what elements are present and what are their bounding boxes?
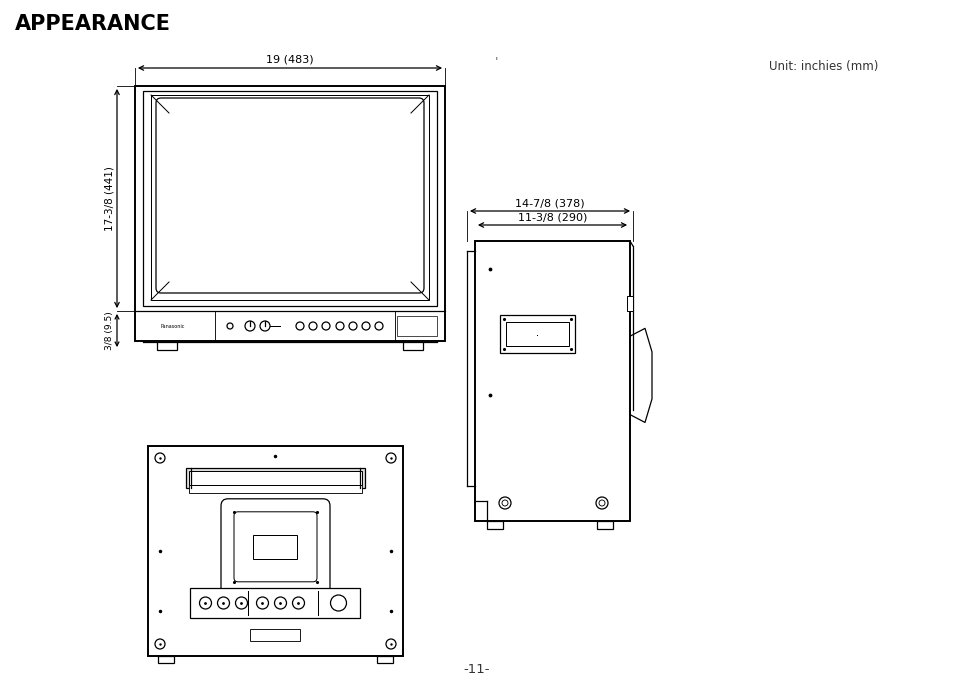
Bar <box>505 322 568 346</box>
Bar <box>135 86 444 341</box>
Bar <box>266 613 284 618</box>
Text: 11-3/8 (290): 11-3/8 (290) <box>517 212 587 222</box>
Bar <box>157 342 177 350</box>
Bar <box>143 91 436 306</box>
Bar <box>475 241 629 521</box>
Bar <box>396 316 436 336</box>
Bar <box>253 535 297 559</box>
Text: Panasonic: Panasonic <box>161 324 185 329</box>
FancyBboxPatch shape <box>156 98 423 293</box>
Bar <box>251 629 300 641</box>
Bar <box>148 446 402 656</box>
FancyBboxPatch shape <box>221 499 330 595</box>
Bar <box>486 521 502 529</box>
Text: -11-: -11- <box>463 663 490 676</box>
Bar <box>376 656 393 663</box>
Text: Unit: inchies (mm): Unit: inchies (mm) <box>768 60 877 73</box>
Text: APPEARANCE: APPEARANCE <box>15 14 171 34</box>
Bar <box>189 471 361 485</box>
Text: 17-3/8 (441): 17-3/8 (441) <box>104 166 113 231</box>
Bar <box>597 521 613 529</box>
Bar <box>151 95 429 300</box>
Bar <box>158 656 173 663</box>
Bar <box>499 315 575 353</box>
Text: 19 (483): 19 (483) <box>266 55 314 65</box>
Bar <box>186 468 365 488</box>
Text: ': ' <box>495 56 498 69</box>
Text: 14-7/8 (378): 14-7/8 (378) <box>515 198 584 208</box>
Bar <box>257 593 293 611</box>
Bar <box>626 296 633 311</box>
Bar <box>189 485 361 493</box>
Bar <box>191 588 360 618</box>
FancyBboxPatch shape <box>233 512 316 582</box>
Text: 3/8 (9.5): 3/8 (9.5) <box>105 311 113 350</box>
Bar <box>402 342 422 350</box>
